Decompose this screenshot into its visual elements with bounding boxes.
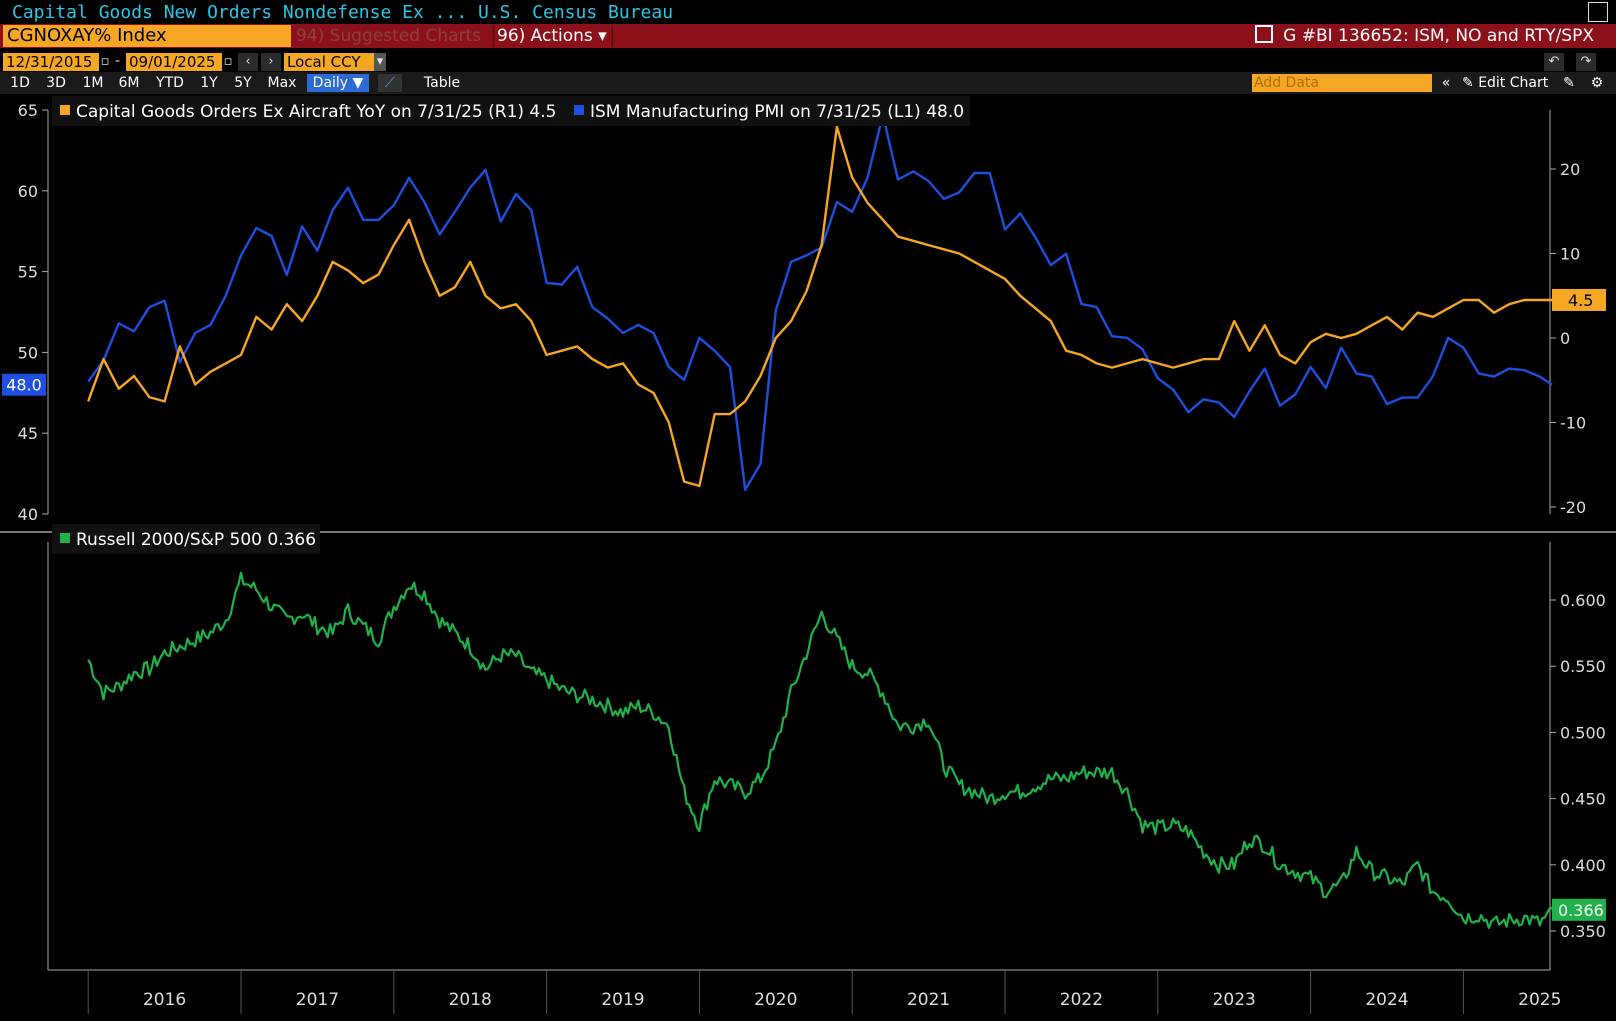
left-tick-label: 60 — [18, 182, 38, 201]
chart-document-label: G #BI 136652: ISM, NO and RTY/SPX — [1283, 26, 1594, 46]
russell-last-value-badge — [1552, 898, 1606, 921]
ticker-field[interactable]: CGNOXAY% Index — [3, 25, 291, 47]
capital-goods-legend-label: Capital Goods Orders Ex Aircraft YoY on … — [76, 102, 556, 122]
redo-icon[interactable]: ↷ — [1576, 53, 1596, 71]
suggested-charts-menu[interactable]: 94) Suggested Charts ▾ — [296, 26, 482, 68]
chevron-down-icon[interactable]: ▾ — [374, 53, 386, 71]
period-1y[interactable]: 1Y — [200, 75, 218, 91]
pencil-icon: ✎ — [1462, 75, 1479, 91]
x-tick-label: 2016 — [143, 990, 186, 1010]
right-tick-label: 0.600 — [1560, 591, 1606, 610]
period-3d[interactable]: 3D — [46, 75, 66, 91]
capital-goods-last-value: 4.5 — [1568, 291, 1593, 310]
period-5y[interactable]: 5Y — [234, 75, 252, 91]
chart-area[interactable]: 65 60 55 50 45 40 20 10 0 -10 -20 Capital Goods Ord… — [0, 94, 1616, 1021]
edit-chart-button[interactable]: ✎ Edit Chart — [1462, 74, 1548, 92]
x-tick-label: 2024 — [1365, 990, 1408, 1010]
gear-icon[interactable]: ⚙ — [1590, 75, 1604, 91]
left-tick-label: 45 — [18, 424, 38, 443]
right-tick-label: -10 — [1560, 414, 1586, 433]
table-button[interactable]: Table — [423, 75, 461, 91]
left-tick-label: 50 — [18, 343, 38, 362]
right-tick-label: 20 — [1560, 160, 1580, 179]
x-tick-label: 2021 — [907, 990, 950, 1010]
export-icon[interactable] — [1255, 25, 1274, 43]
left-tick-label: 40 — [18, 505, 38, 524]
currency-select[interactable]: Local CCY — [284, 53, 374, 71]
separator — [612, 25, 613, 47]
chart-document-link[interactable]: G #BI 136652: ISM, NO and RTY/SPX — [1255, 25, 1594, 47]
period-1d[interactable]: 1D — [10, 75, 30, 91]
right-tick-label: 0 — [1560, 329, 1570, 348]
russell-legend-label: Russell 2000/S&P 500 0.366 — [76, 530, 316, 550]
x-tick-label: 2019 — [601, 990, 644, 1010]
undo-icon[interactable]: ↶ — [1544, 53, 1564, 71]
right-tick-label: 0.400 — [1560, 856, 1606, 875]
top-legend-box — [52, 96, 970, 126]
ism-last-value-badge — [2, 373, 46, 396]
x-tick-label: 2017 — [296, 990, 339, 1010]
capital-goods-line — [87, 125, 1552, 488]
previous-icon[interactable]: ‹ — [238, 53, 258, 71]
edit-chart-label: Edit Chart — [1478, 75, 1549, 91]
russell-ratio-line — [87, 571, 1556, 930]
period-ytd[interactable]: YTD — [156, 75, 184, 91]
actions-menu[interactable]: 96) Actions ▾ — [497, 26, 607, 46]
line-chart-icon[interactable]: ⟋ — [378, 74, 402, 92]
frequency-select[interactable]: Daily ▼ — [307, 74, 369, 92]
russell-legend-swatch — [60, 533, 70, 543]
resize-corner-icon[interactable] — [1588, 2, 1608, 22]
left-tick-label: 55 — [18, 263, 38, 282]
calendar-icon[interactable]: ▫ — [222, 53, 234, 71]
right-tick-label: -20 — [1560, 498, 1586, 517]
bottom-legend-box — [52, 524, 320, 554]
x-axis: 2016 2017 2018 2019 2020 2021 2022 2023 2024 2025 — [48, 969, 1561, 1014]
window-title: Capital Goods New Orders Nondefense Ex .… — [12, 2, 674, 23]
ism-legend-swatch — [574, 105, 584, 115]
next-icon[interactable]: › — [261, 53, 281, 71]
period-1m[interactable]: 1M — [82, 75, 104, 91]
start-date-field[interactable]: 12/31/2015 — [3, 53, 99, 71]
add-data-input[interactable]: Add Data — [1252, 74, 1432, 92]
x-tick-label: 2020 — [754, 990, 797, 1010]
capital-goods-legend-swatch — [60, 105, 70, 115]
right-tick-label: 0.350 — [1560, 922, 1606, 941]
right-tick-label: 0.550 — [1560, 657, 1606, 676]
date-dash: - — [115, 53, 121, 69]
ism-legend-label: ISM Manufacturing PMI on 7/31/25 (L1) 48… — [590, 102, 964, 122]
collapse-icon[interactable]: « — [1441, 75, 1451, 91]
x-tick-label: 2018 — [449, 990, 492, 1010]
top-panel: 65 60 55 50 45 40 20 10 0 -10 -20 Capital Goods Ord… — [0, 96, 1616, 533]
period-toolbar — [0, 72, 1616, 94]
ism-last-value: 48.0 — [6, 376, 42, 395]
window-title-bar: Capital Goods New Orders Nondefense Ex .… — [0, 0, 1616, 24]
separator — [493, 25, 494, 47]
date-range-bar — [0, 51, 1616, 72]
right-tick-label: 0.500 — [1560, 723, 1606, 742]
x-tick-label: 2025 — [1518, 990, 1561, 1010]
capital-goods-last-value-badge — [1552, 288, 1606, 311]
period-6m[interactable]: 6M — [118, 75, 140, 91]
x-tick-label: 2022 — [1060, 990, 1103, 1010]
period-max[interactable]: Max — [267, 75, 297, 91]
end-date-field[interactable]: 09/01/2025 — [126, 53, 222, 71]
right-tick-label: 10 — [1560, 245, 1580, 264]
calendar-icon[interactable]: ▫ — [99, 53, 111, 71]
left-tick-label: 65 — [18, 101, 38, 120]
x-tick-label: 2023 — [1213, 990, 1256, 1010]
edit-icon[interactable]: ✎ — [1563, 75, 1575, 91]
right-tick-label: 0.450 — [1560, 790, 1606, 809]
bottom-panel: 0.600 0.550 0.500 0.450 0.400 0.350 Russell 20… — [47, 524, 1606, 970]
russell-last-value: 0.366 — [1558, 901, 1604, 920]
chart-background — [0, 94, 1616, 1021]
